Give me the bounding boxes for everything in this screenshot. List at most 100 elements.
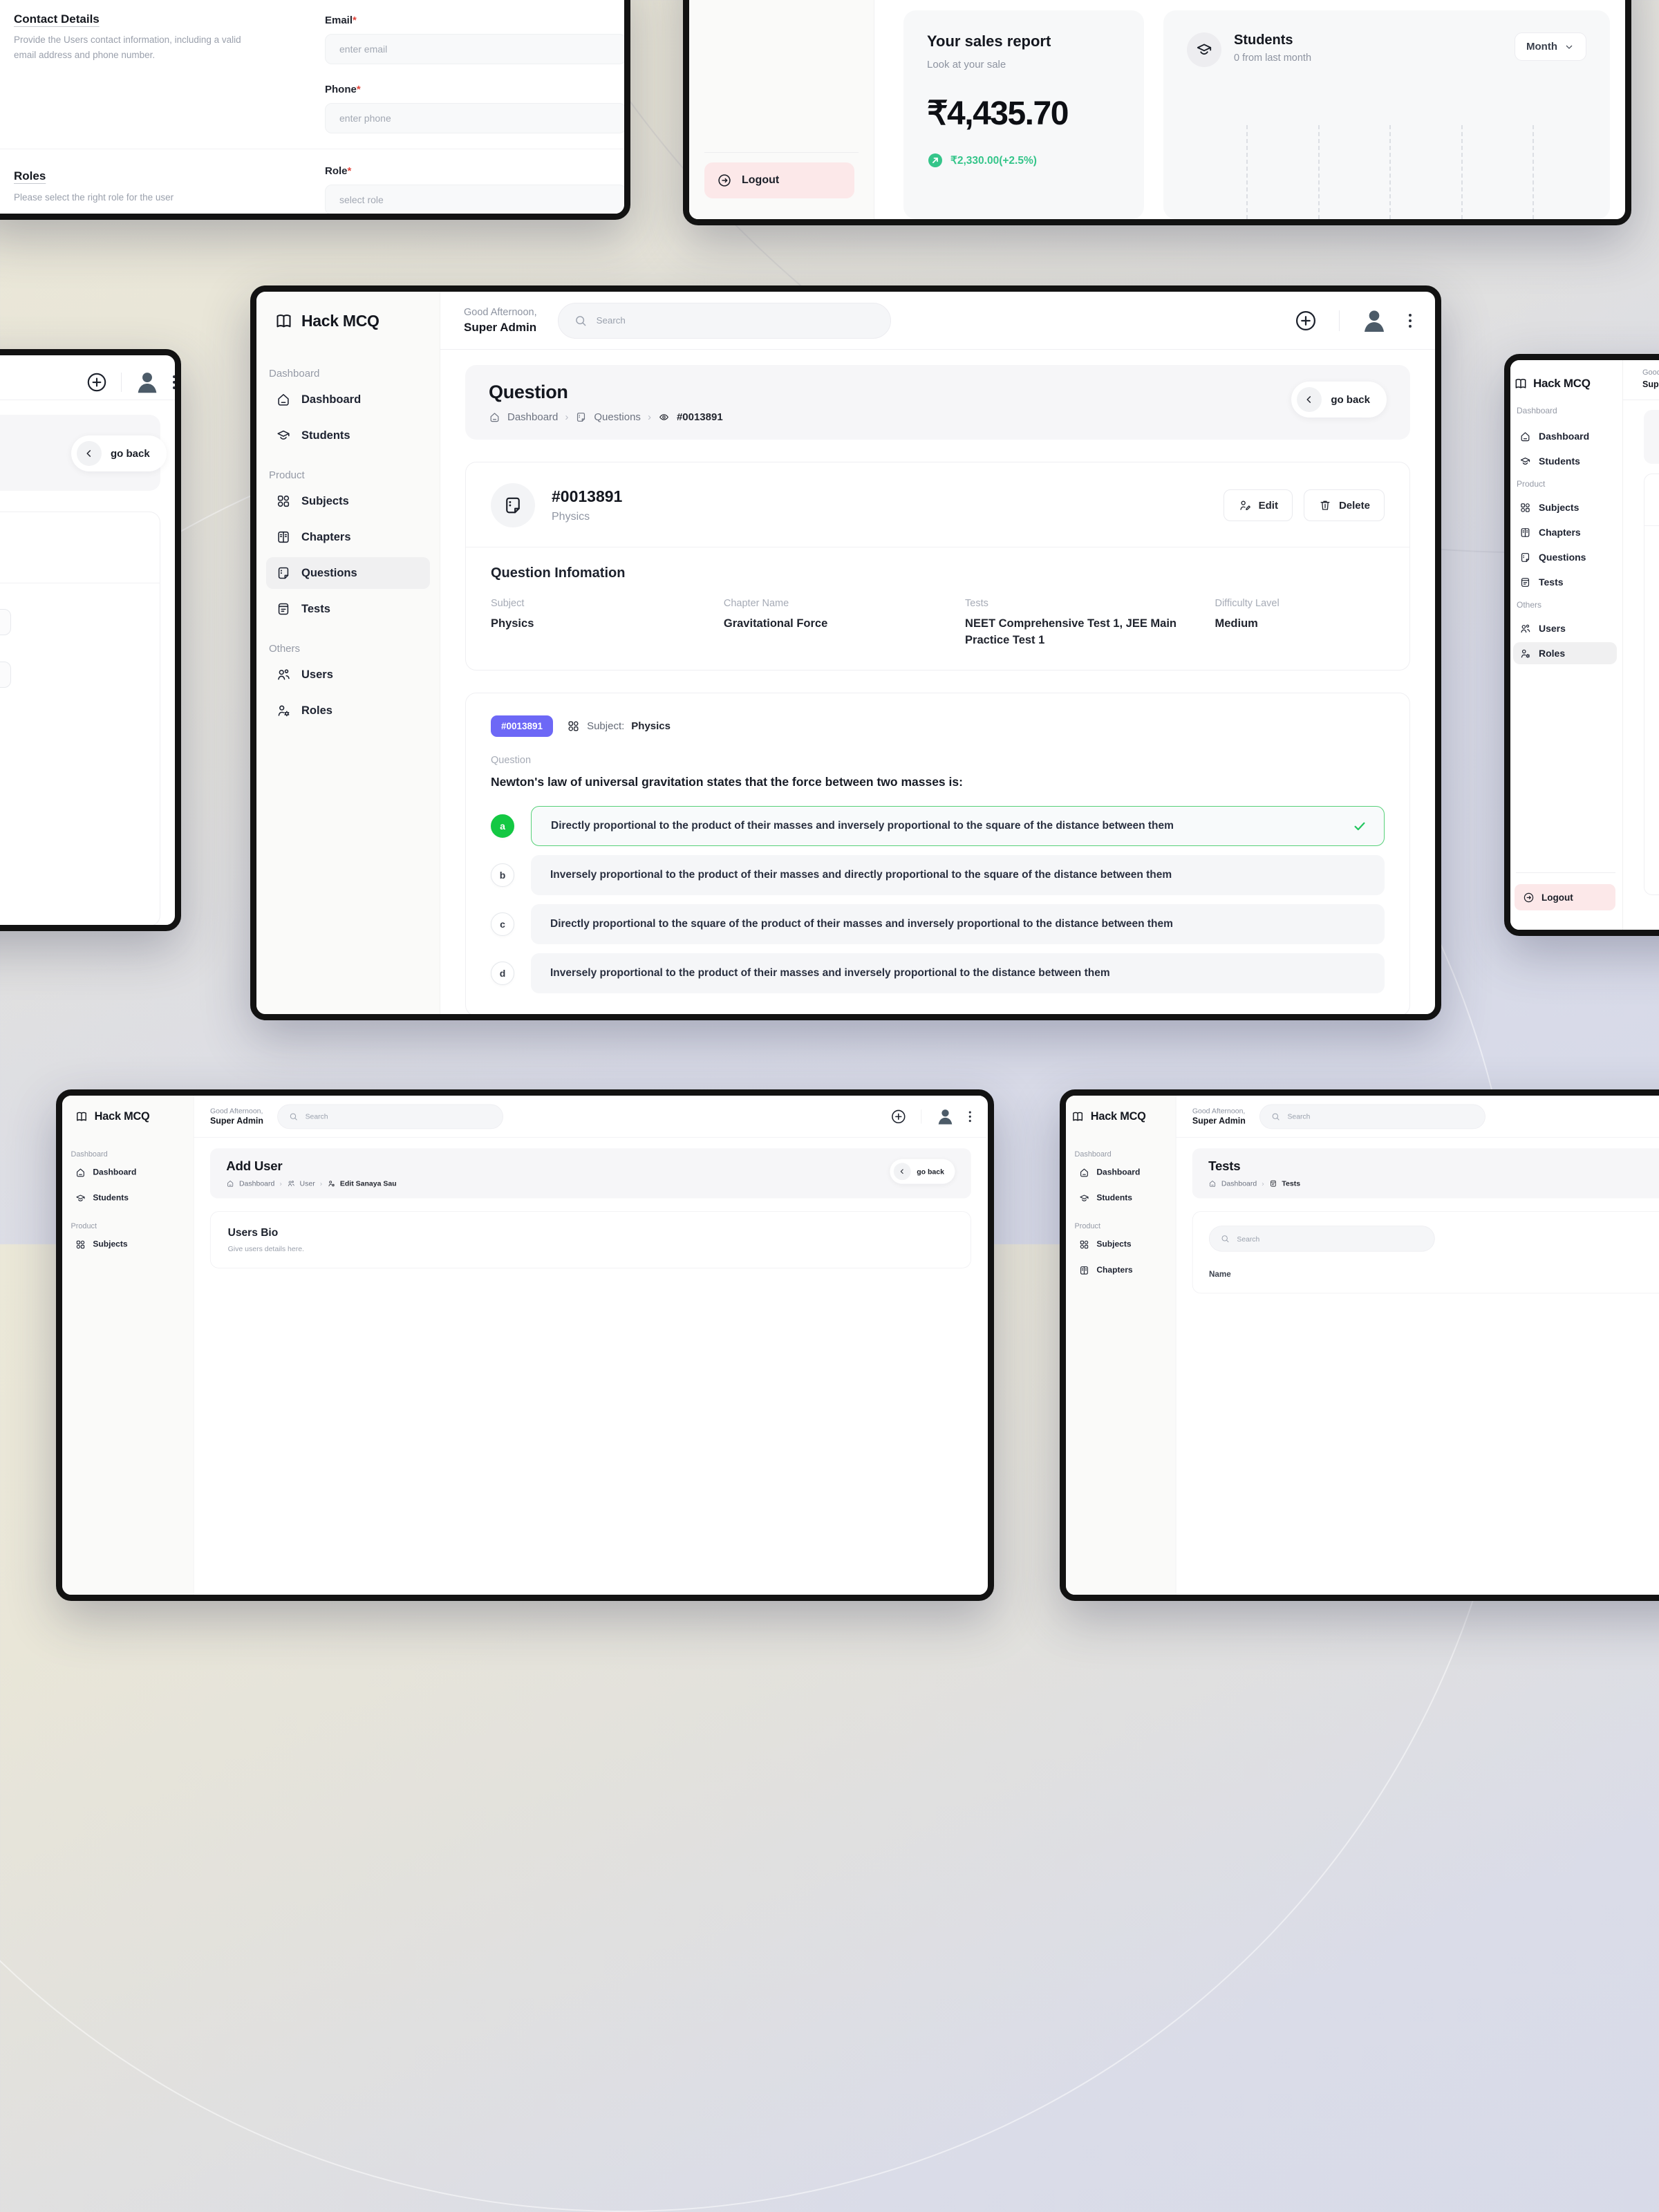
chart-gridlines — [1246, 125, 1534, 219]
users-icon — [276, 667, 291, 682]
page-header: Add User Dashboard — [1644, 410, 1659, 464]
sidebar-item-questions[interactable]: Questions — [1513, 546, 1617, 568]
logout-button[interactable]: Logout — [704, 162, 854, 198]
sidebar-item-dashboard[interactable]: Dashboard — [68, 1161, 187, 1184]
divider — [121, 373, 122, 392]
phone-field[interactable] — [325, 103, 624, 133]
role-select[interactable] — [325, 185, 624, 214]
go-back-button[interactable]: go back — [1291, 382, 1387, 418]
option-a[interactable]: a Directly proportional to the product o… — [491, 805, 1385, 846]
go-back-button[interactable]: go back — [890, 1159, 955, 1184]
students-icon — [75, 1193, 86, 1204]
sidebar-item-dashboard[interactable]: Dashboard — [1513, 425, 1617, 447]
info-field-subject: Subject Physics — [491, 598, 534, 630]
sidebar-item-users[interactable]: Users — [1513, 617, 1617, 639]
window-roles: Hack MCQ Dashboard Dashboard Students Pr… — [1504, 354, 1659, 936]
sidebar-item-chapters[interactable]: Chapters — [266, 521, 430, 553]
search-input[interactable] — [596, 315, 875, 326]
avatar[interactable] — [935, 1107, 955, 1126]
sidebar-item-subjects[interactable]: Subjects — [266, 485, 430, 517]
breadcrumb-dashboard[interactable]: Dashboard — [238, 1179, 275, 1188]
sidebar-item-subjects[interactable]: Subjects — [1072, 1233, 1169, 1256]
sidebar-section-product: Product — [1517, 479, 1546, 489]
sidebar-item-roles[interactable]: Roles — [1513, 642, 1617, 664]
avatar[interactable] — [1360, 307, 1388, 335]
search-input[interactable] — [305, 1112, 492, 1121]
breadcrumb-dashboard[interactable]: Dashboard — [507, 411, 559, 423]
global-search[interactable] — [1259, 1104, 1485, 1129]
sidebar: Hack MCQ Dashboard Dashboard Students Pr… — [256, 292, 440, 1014]
logout-button[interactable]: Logout — [1515, 884, 1615, 910]
sidebar-item-tests[interactable]: Tests — [266, 593, 430, 625]
global-search[interactable] — [557, 302, 891, 339]
more-options-button[interactable] — [1409, 308, 1412, 333]
sidebar-item-users[interactable]: Users — [266, 659, 430, 691]
breadcrumb-questions[interactable]: Questions — [594, 411, 641, 423]
add-new-button[interactable] — [85, 371, 109, 394]
users-bio-title: Users Bio — [227, 1226, 279, 1239]
email-input[interactable] — [339, 44, 612, 55]
chevron-left-icon — [898, 1167, 906, 1175]
home-icon — [1079, 1167, 1090, 1178]
email-field[interactable] — [325, 34, 624, 64]
questions-icon — [575, 411, 587, 423]
sidebar-item-students[interactable]: Students — [266, 420, 430, 451]
home-icon — [75, 1167, 86, 1178]
go-back-button[interactable]: go back — [71, 435, 167, 471]
more-options-button[interactable] — [968, 1108, 971, 1125]
tests-search[interactable] — [1208, 1226, 1435, 1252]
search-input[interactable] — [1237, 1235, 1424, 1243]
sidebar-item-students[interactable]: Students — [1513, 450, 1617, 472]
sidebar-item-tests[interactable]: Tests — [1513, 571, 1617, 593]
breadcrumb-dashboard[interactable]: Dashboard — [1221, 1179, 1257, 1188]
sidebar-item-students[interactable]: Students — [68, 1187, 187, 1210]
topbar: Good Afternoon, Super Admin — [194, 1096, 988, 1138]
sidebar-item-chapters[interactable]: Chapters — [1513, 521, 1617, 543]
add-new-button[interactable] — [890, 1108, 907, 1125]
add-new-button[interactable] — [1293, 308, 1318, 333]
role-label: Role* — [325, 165, 352, 177]
option-c[interactable]: c Directly proportional to the square of… — [491, 903, 1385, 944]
sidebar-item-roles[interactable]: Roles — [266, 695, 430, 727]
sidebar-item-questions[interactable]: Questions — [266, 557, 430, 589]
sidebar-section-dashboard: Dashboard — [1074, 1149, 1112, 1159]
sidebar-item-subjects[interactable]: Subjects — [1513, 496, 1617, 518]
book-logo-icon — [1514, 377, 1528, 391]
book-logo-icon — [75, 1110, 88, 1123]
delete-button[interactable]: Delete — [1303, 489, 1385, 521]
avatar[interactable] — [134, 369, 160, 395]
phone-label: Phone* — [325, 84, 361, 95]
breadcrumb: Dashboard › Questions › #0013891 — [489, 411, 723, 423]
sidebar-item-dashboard[interactable]: Dashboard — [266, 384, 430, 415]
roles-icon — [276, 703, 291, 718]
subjects-icon — [1519, 502, 1531, 514]
sidebar-item-subjects[interactable]: Subjects — [68, 1233, 187, 1256]
more-options-button[interactable] — [173, 371, 175, 394]
greeting: Good Afternoon, Super Admin — [1192, 1106, 1246, 1126]
greeting: Good Afternoon, Super Admin — [209, 1106, 263, 1126]
option-d[interactable]: d Inversely proportional to the product … — [491, 953, 1385, 993]
global-search[interactable] — [277, 1104, 503, 1129]
chapters-icon — [276, 529, 291, 545]
breadcrumb: Dashboard › User › Edit Sanaya Sau — [226, 1179, 397, 1188]
subjects-icon — [276, 494, 291, 509]
breadcrumb-user[interactable]: User — [299, 1179, 315, 1188]
contact-details-section-title: Contact Details — [14, 12, 100, 26]
chapters-icon — [1519, 527, 1531, 538]
window-add-user: Hack MCQ Dashboard Dashboard Students Pr… — [56, 1089, 994, 1601]
tests-icon — [1519, 577, 1531, 588]
sidebar-item-students[interactable]: Students — [1072, 1187, 1169, 1210]
month-filter-dropdown[interactable]: Month — [1515, 32, 1586, 61]
users-icon — [1519, 623, 1531, 635]
sidebar-item-chapters[interactable]: Chapters — [1072, 1259, 1169, 1282]
phone-input[interactable] — [339, 113, 612, 124]
edit-button[interactable]: Edit — [1223, 489, 1293, 521]
option-b[interactable]: b Inversely proportional to the product … — [491, 854, 1385, 895]
eye-icon — [658, 411, 670, 423]
role-input[interactable] — [339, 194, 612, 205]
window-tests: Hack MCQ Dashboard Dashboard Students Pr… — [1060, 1089, 1659, 1601]
app-logo: Hack MCQ — [256, 292, 440, 350]
sidebar-item-dashboard[interactable]: Dashboard — [1072, 1161, 1169, 1184]
search-input[interactable] — [1287, 1112, 1474, 1121]
topbar: Good Afternoon, Super Admin — [440, 292, 1435, 350]
